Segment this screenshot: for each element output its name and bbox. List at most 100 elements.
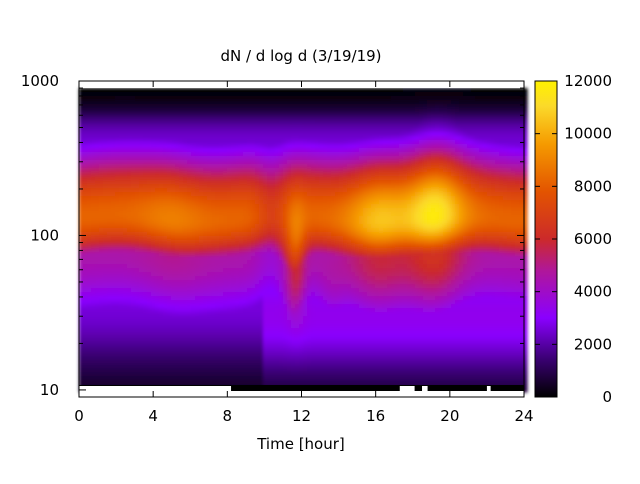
heatmap-cell <box>119 304 124 309</box>
heatmap-cell <box>271 216 276 221</box>
heatmap-cell <box>327 320 332 325</box>
heatmap-cell <box>247 124 252 129</box>
heatmap-cell <box>187 332 192 337</box>
heatmap-cell <box>339 264 344 269</box>
heatmap-cell <box>175 248 180 253</box>
heatmap-cell <box>239 192 244 197</box>
heatmap-cell <box>123 224 128 229</box>
heatmap-cell <box>335 356 340 361</box>
heatmap-cell <box>163 200 168 205</box>
heatmap-cell <box>251 228 256 233</box>
heatmap-cell <box>263 196 268 201</box>
heatmap-cell <box>171 164 176 169</box>
heatmap-cell <box>215 228 220 233</box>
heatmap-cell <box>87 264 92 269</box>
heatmap-cell <box>135 140 140 145</box>
heatmap-cell <box>199 252 204 257</box>
heatmap-cell <box>123 368 128 373</box>
heatmap-cell <box>127 300 132 305</box>
heatmap-cell <box>163 340 168 345</box>
heatmap-cell <box>83 372 88 377</box>
heatmap-cell <box>119 196 124 201</box>
heatmap-cell <box>167 304 172 309</box>
heatmap-cell <box>139 120 144 125</box>
heatmap-cell <box>291 164 296 169</box>
heatmap-cell <box>215 340 220 345</box>
heatmap-cell <box>223 192 228 197</box>
heatmap-cell <box>239 88 244 93</box>
heatmap-cell <box>163 236 168 241</box>
heatmap-cell <box>87 88 92 93</box>
heatmap-cell <box>287 284 292 289</box>
heatmap-cell <box>211 196 216 201</box>
heatmap-cell <box>123 132 128 137</box>
heatmap-cell <box>223 272 228 277</box>
heatmap-cell <box>267 304 272 309</box>
heatmap-cell <box>279 216 284 221</box>
heatmap-cell <box>331 292 336 297</box>
heatmap-cell <box>287 240 292 245</box>
heatmap-cell <box>131 356 136 361</box>
heatmap-cell <box>311 172 316 177</box>
heatmap-cell <box>79 220 84 225</box>
heatmap-cell <box>251 272 256 277</box>
heatmap-cell <box>99 256 104 261</box>
heatmap-cell <box>119 164 124 169</box>
heatmap-cell <box>339 120 344 125</box>
heatmap-cell <box>171 120 176 125</box>
heatmap-cell <box>111 260 116 265</box>
heatmap-cell <box>163 364 168 369</box>
heatmap-cell <box>331 308 336 313</box>
heatmap-cell <box>83 132 88 137</box>
heatmap-cell <box>183 200 188 205</box>
heatmap-cell <box>215 204 220 209</box>
heatmap-cell <box>251 244 256 249</box>
heatmap-cell <box>87 108 92 113</box>
heatmap-cell <box>151 380 156 385</box>
heatmap-cell <box>95 304 100 309</box>
heatmap-cell <box>307 212 312 217</box>
heatmap-cell <box>147 336 152 341</box>
heatmap-cell <box>235 100 240 105</box>
heatmap-cell <box>251 172 256 177</box>
heatmap-cell <box>167 236 172 241</box>
heatmap-cell <box>271 148 276 153</box>
heatmap-cell <box>295 372 300 377</box>
heatmap-cell <box>259 376 264 381</box>
heatmap-cell <box>307 156 312 161</box>
heatmap-cell <box>187 280 192 285</box>
heatmap-cell <box>327 324 332 329</box>
heatmap-cell <box>191 128 196 133</box>
heatmap-cell <box>287 100 292 105</box>
heatmap-cell <box>327 296 332 301</box>
heatmap-cell <box>95 276 100 281</box>
heatmap-cell <box>283 92 288 97</box>
heatmap-cell <box>227 244 232 249</box>
heatmap-cell <box>287 128 292 133</box>
heatmap-cell <box>79 308 84 313</box>
heatmap-cell <box>255 140 260 145</box>
heatmap-cell <box>243 356 248 361</box>
heatmap-cell <box>247 88 252 93</box>
heatmap-cell <box>231 380 236 385</box>
heatmap-cell <box>143 196 148 201</box>
heatmap-cell <box>331 304 336 309</box>
heatmap-cell <box>219 180 224 185</box>
heatmap-cell <box>331 200 336 205</box>
heatmap-cell <box>155 344 160 349</box>
heatmap-cell <box>87 156 92 161</box>
heatmap-cell <box>331 120 336 125</box>
heatmap-cell <box>207 372 212 377</box>
heatmap-cell <box>203 280 208 285</box>
heatmap-cell <box>259 288 264 293</box>
heatmap-cell <box>163 244 168 249</box>
heatmap-cell <box>175 364 180 369</box>
heatmap-cell <box>279 356 284 361</box>
heatmap-cell <box>203 228 208 233</box>
heatmap-cell <box>275 240 280 245</box>
heatmap-cell <box>155 308 160 313</box>
heatmap-cell <box>183 140 188 145</box>
heatmap-cell <box>267 124 272 129</box>
heatmap-cell <box>231 216 236 221</box>
heatmap-cell <box>159 348 164 353</box>
